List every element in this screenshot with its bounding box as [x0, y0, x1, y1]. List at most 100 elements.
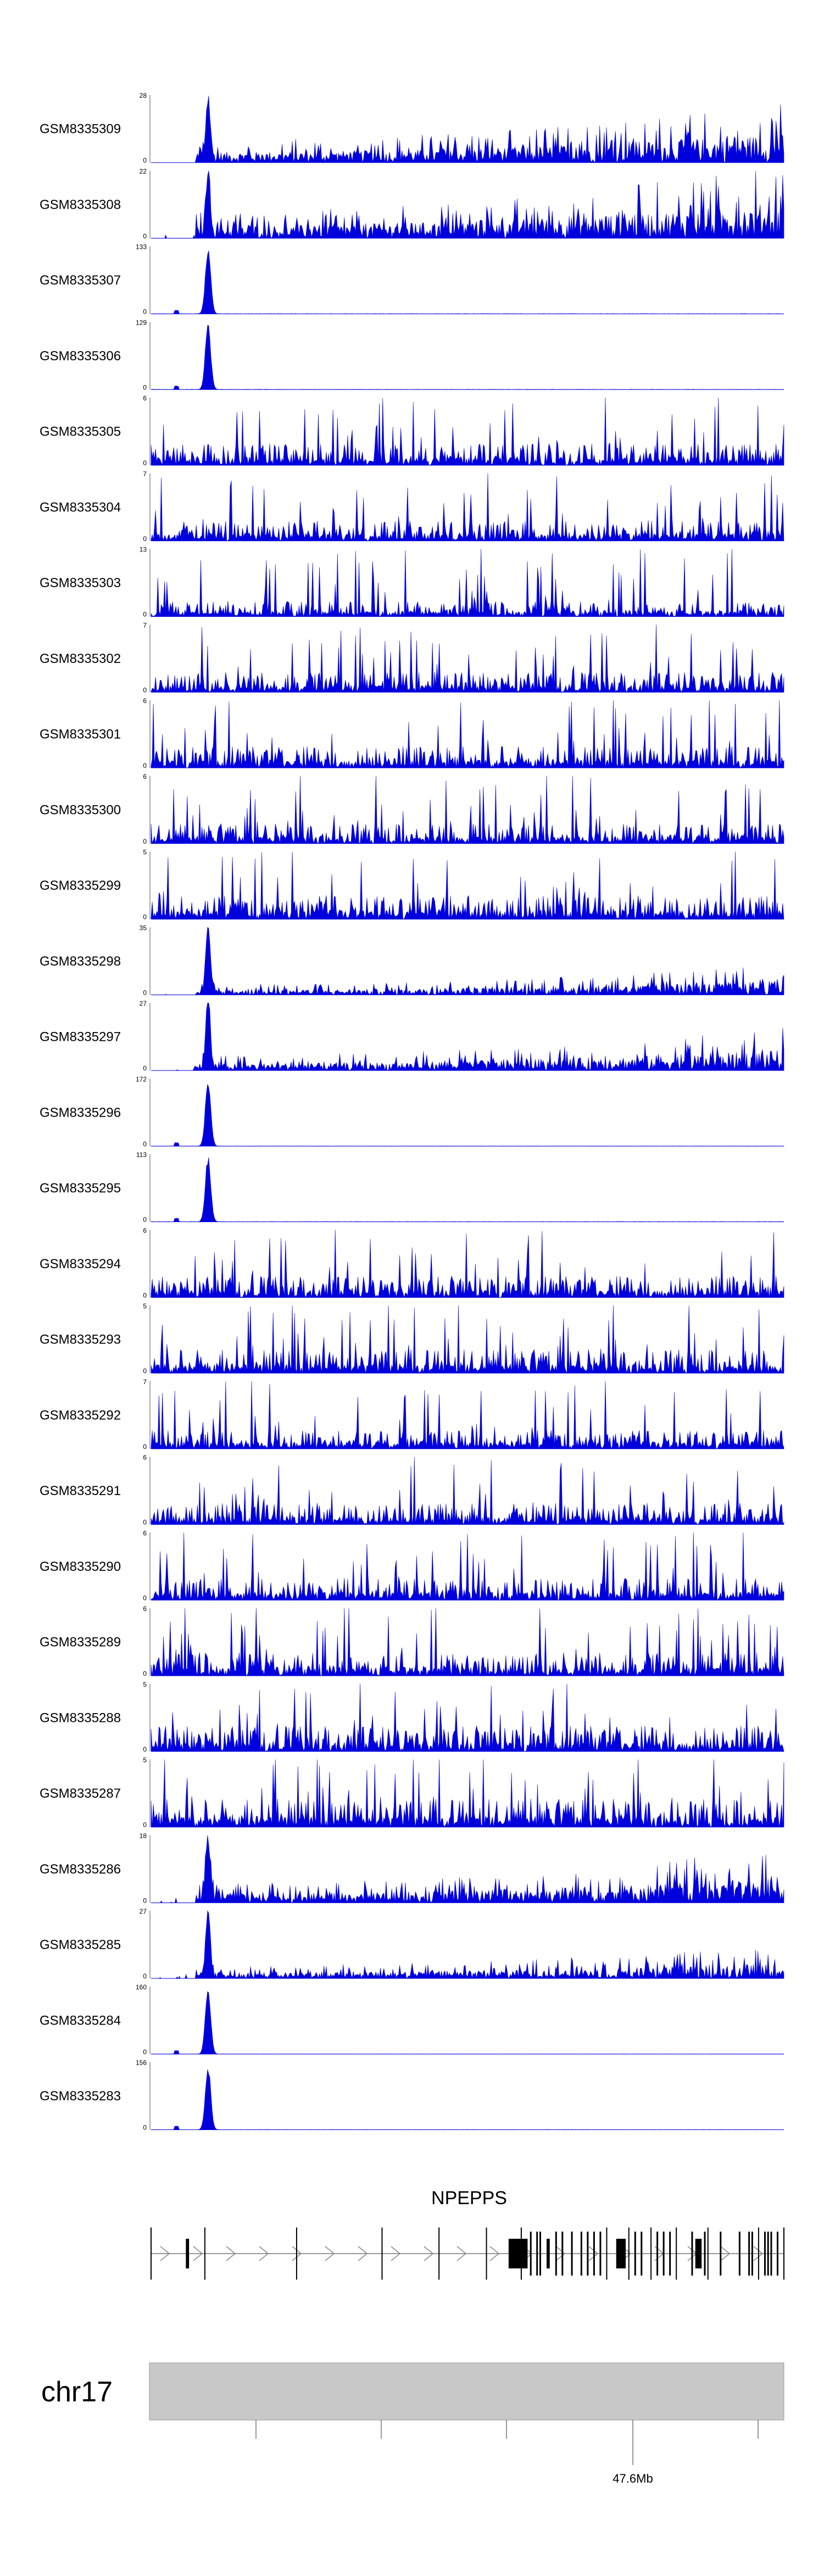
y-min-tick-label: 0	[143, 1670, 147, 1677]
y-max-tick-label: 133	[136, 243, 147, 251]
track-label: GSM8335289	[40, 1635, 121, 1650]
y-max-tick-label: 5	[143, 849, 147, 856]
track-GSM8335293: GSM8335293 5 0	[40, 1302, 784, 1375]
y-max-tick-label: 27	[140, 1908, 147, 1915]
signal-area	[151, 851, 784, 920]
y-max-tick-label: 28	[140, 92, 147, 99]
y-min-tick-label: 0	[143, 1064, 147, 1072]
gene-name-label: NPEPPS	[431, 2188, 507, 2209]
y-max-tick-label: 160	[136, 1983, 147, 1991]
track-label: GSM8335297	[40, 1030, 121, 1045]
signal-area	[151, 1084, 784, 1147]
y-min-tick-label: 0	[143, 1216, 147, 1224]
signal-area	[151, 1305, 784, 1374]
y-max-tick-label: 7	[143, 621, 147, 629]
track-label: GSM8335291	[40, 1484, 121, 1498]
track-GSM8335287: GSM8335287 5 0	[40, 1757, 784, 1829]
track-GSM8335308: GSM8335308 22 0	[40, 168, 784, 240]
track-label: GSM8335298	[40, 954, 121, 969]
track-label: GSM8335299	[40, 878, 121, 893]
signal-area	[151, 250, 784, 314]
strand-arrow	[720, 2246, 731, 2261]
track-label: GSM8335305	[40, 425, 121, 439]
strand-arrow	[292, 2246, 302, 2261]
y-max-tick-label: 6	[143, 697, 147, 705]
strand-arrow	[588, 2246, 599, 2261]
track-GSM8335296: GSM8335296 172 0	[40, 1075, 784, 1148]
track-GSM8335297: GSM8335297 27 0	[40, 1000, 784, 1072]
signal-area	[151, 397, 784, 466]
y-min-tick-label: 0	[143, 913, 147, 921]
signal-tracks: GSM8335309 28 0 GSM8335308 22 0 GSM8335307 133 0…	[40, 92, 784, 2132]
y-max-tick-label: 6	[143, 1226, 147, 1234]
track-label: GSM8335296	[40, 1105, 121, 1120]
track-GSM8335286: GSM8335286 18 0	[40, 1832, 784, 1904]
coding-exon	[508, 2239, 528, 2268]
track-label: GSM8335293	[40, 1332, 121, 1347]
track-GSM8335284: GSM8335284 160 0	[40, 1983, 784, 2056]
y-max-tick-label: 22	[140, 168, 147, 175]
track-GSM8335299: GSM8335299 5 0	[40, 849, 784, 921]
signal-area	[151, 1835, 784, 1903]
track-label: GSM8335295	[40, 1181, 121, 1196]
signal-area	[151, 473, 784, 542]
track-GSM8335290: GSM8335290 6 0	[40, 1529, 784, 1602]
strand-arrow	[160, 2246, 170, 2261]
track-label: GSM8335288	[40, 1710, 121, 1725]
y-min-tick-label: 0	[143, 1746, 147, 1753]
y-min-tick-label: 0	[143, 2048, 147, 2056]
coding-exon	[547, 2239, 550, 2268]
signal-area	[151, 2069, 784, 2130]
signal-area	[151, 1910, 784, 1980]
y-min-tick-label: 0	[143, 1140, 147, 1148]
y-min-tick-label: 0	[143, 157, 147, 164]
strand-arrow	[391, 2246, 401, 2261]
track-GSM8335298: GSM8335298 35 0	[40, 924, 784, 996]
strand-arrow	[456, 2246, 467, 2261]
track-GSM8335295: GSM8335295 113 0	[40, 1151, 784, 1224]
track-label: GSM8335308	[40, 197, 121, 212]
track-GSM8335307: GSM8335307 133 0	[40, 243, 784, 316]
track-GSM8335294: GSM8335294 6 0	[40, 1226, 784, 1299]
strand-arrow	[489, 2246, 500, 2261]
y-min-tick-label: 0	[143, 1594, 147, 1602]
signal-area	[151, 1759, 784, 1828]
y-max-tick-label: 156	[136, 2059, 147, 2067]
track-label: GSM8335292	[40, 1408, 121, 1423]
signal-area	[151, 1381, 784, 1449]
track-label: GSM8335309	[40, 122, 121, 137]
y-max-tick-label: 113	[136, 1151, 147, 1159]
y-min-tick-label: 0	[143, 383, 147, 391]
strand-arrow	[753, 2246, 764, 2261]
y-min-tick-label: 0	[143, 686, 147, 694]
signal-area	[151, 1608, 784, 1676]
signal-area	[151, 700, 784, 768]
track-GSM8335291: GSM8335291 6 0	[40, 1454, 784, 1526]
signal-area	[151, 549, 784, 617]
strand-arrow	[193, 2246, 203, 2261]
y-max-tick-label: 6	[143, 773, 147, 780]
y-max-tick-label: 6	[143, 394, 147, 402]
strand-arrow	[555, 2246, 566, 2261]
y-max-tick-label: 5	[143, 1302, 147, 1310]
track-label: GSM8335283	[40, 2089, 121, 2104]
chromosome-label: chr17	[41, 2376, 113, 2408]
y-max-tick-label: 7	[143, 1378, 147, 1386]
y-max-tick-label: 6	[143, 1454, 147, 1462]
track-label: GSM8335302	[40, 651, 121, 666]
track-GSM8335301: GSM8335301 6 0	[40, 697, 784, 770]
coding-exon	[695, 2239, 702, 2268]
y-min-tick-label: 0	[143, 1367, 147, 1375]
y-max-tick-label: 129	[136, 319, 147, 326]
track-label: GSM8335284	[40, 2013, 121, 2028]
y-max-tick-label: 7	[143, 470, 147, 478]
track-GSM8335306: GSM8335306 129 0	[40, 319, 784, 391]
y-min-tick-label: 0	[143, 232, 147, 240]
track-GSM8335285: GSM8335285 27 0	[40, 1908, 784, 1980]
axis-tick-label: 47.6Mb	[613, 2472, 653, 2485]
gene-model	[151, 2227, 784, 2280]
genomic-axis: 47.6Mb	[255, 2420, 759, 2485]
signal-area	[151, 96, 784, 163]
y-min-tick-label: 0	[143, 535, 147, 543]
